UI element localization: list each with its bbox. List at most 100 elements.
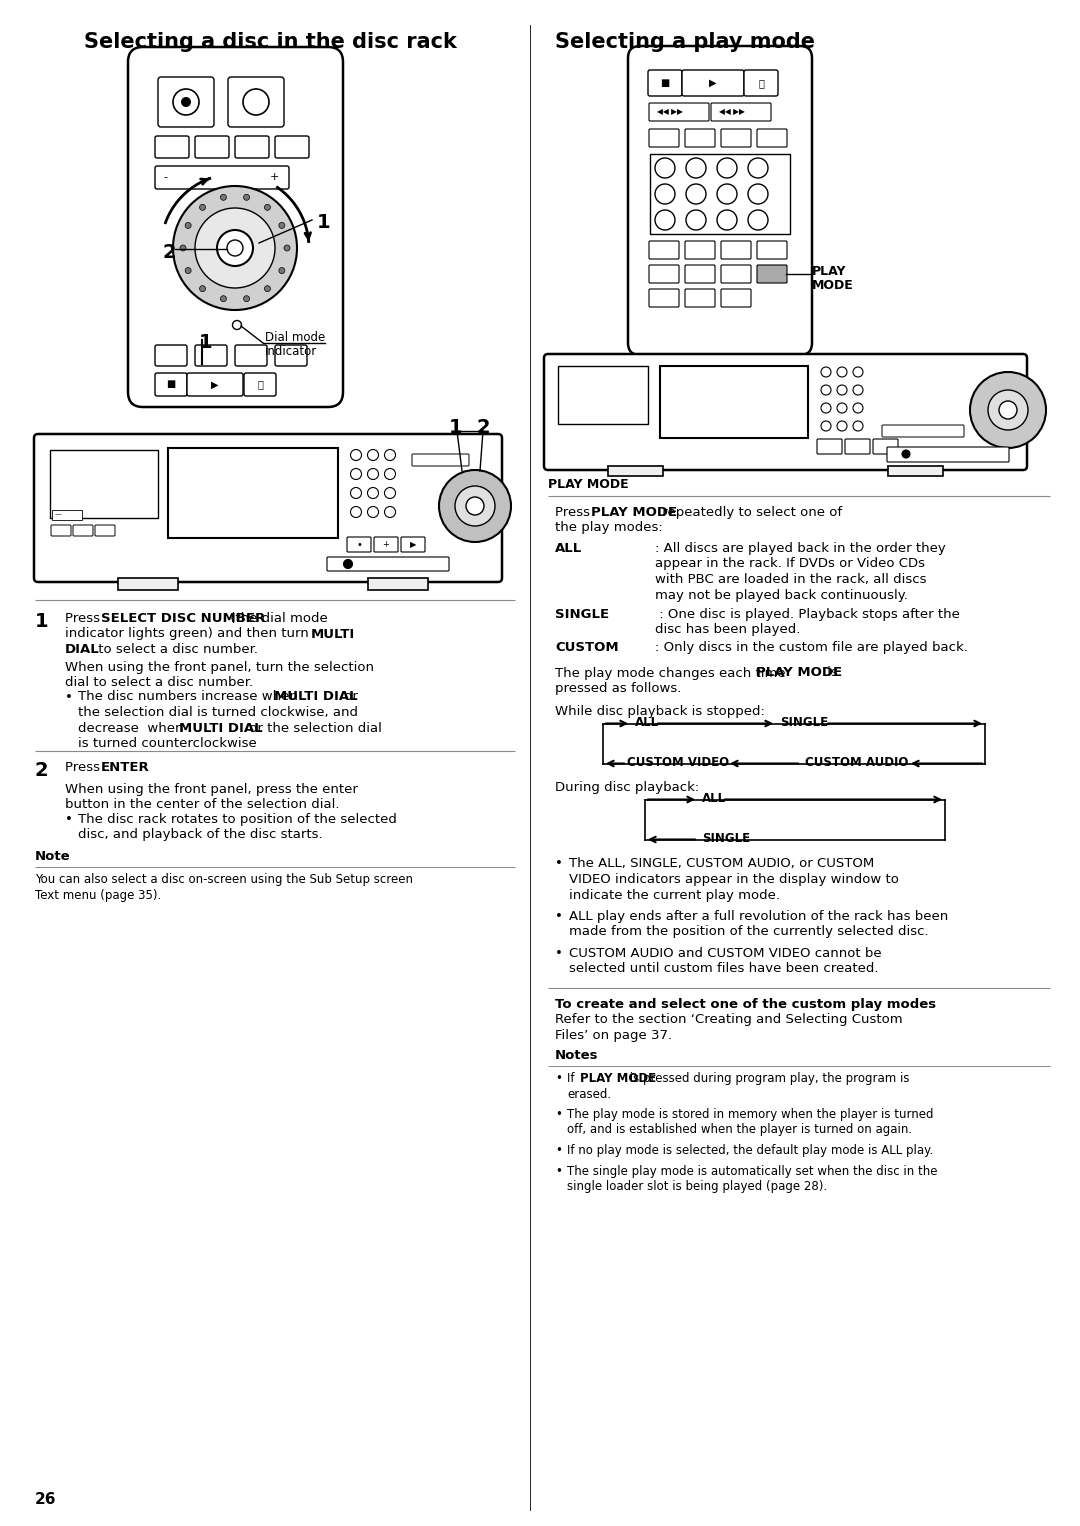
Text: ALL: ALL [635,716,659,728]
Circle shape [181,98,191,107]
Circle shape [351,450,362,461]
Text: •: • [65,812,72,826]
Circle shape [717,159,737,179]
Text: The disc rack rotates to position of the selected: The disc rack rotates to position of the… [78,812,396,826]
Text: single loader slot is being played (page 28).: single loader slot is being played (page… [567,1180,827,1193]
Text: You can also select a disc on-screen using the Sub Setup screen: You can also select a disc on-screen usi… [35,873,413,887]
FancyBboxPatch shape [757,266,787,282]
FancyBboxPatch shape [411,455,469,465]
FancyBboxPatch shape [401,537,426,552]
FancyBboxPatch shape [51,525,71,536]
Text: is turned counterclockwise: is turned counterclockwise [78,737,257,749]
Text: ▶: ▶ [212,380,219,389]
Text: •: • [555,1108,562,1122]
Text: 1: 1 [35,612,49,630]
Text: indicate the current play mode.: indicate the current play mode. [569,888,780,902]
FancyBboxPatch shape [649,130,679,146]
Bar [52,510,82,520]
Circle shape [384,450,395,461]
Text: Notes: Notes [555,1048,598,1062]
Circle shape [654,185,675,204]
Circle shape [717,185,737,204]
FancyBboxPatch shape [649,288,679,307]
Circle shape [265,204,270,211]
Text: disc has been played.: disc has been played. [654,624,800,636]
Text: •: • [555,948,563,960]
Text: +: + [382,540,390,549]
Circle shape [686,159,706,179]
Text: CUSTOM VIDEO: CUSTOM VIDEO [627,755,729,769]
Text: may not be played back continuously.: may not be played back continuously. [654,589,908,601]
Text: CUSTOM: CUSTOM [555,641,619,655]
Bar [888,465,943,476]
FancyBboxPatch shape [721,241,751,259]
Circle shape [200,204,205,211]
FancyBboxPatch shape [275,136,309,159]
Text: ■: ■ [660,78,670,89]
Circle shape [367,507,378,517]
Text: pressed as follows.: pressed as follows. [555,682,681,694]
Text: with PBC are loaded in the rack, all discs: with PBC are loaded in the rack, all dis… [654,572,927,586]
Circle shape [837,385,847,395]
Text: -: - [163,172,167,183]
Circle shape [227,240,243,256]
Circle shape [654,211,675,230]
Circle shape [220,194,227,200]
Text: ▶: ▶ [409,540,416,549]
Text: : One disc is played. Playback stops after the: : One disc is played. Playback stops aft… [654,607,960,621]
Text: •: • [555,1144,562,1157]
FancyBboxPatch shape [681,70,744,96]
Text: ⏸: ⏸ [758,78,764,89]
Text: While disc playback is stopped:: While disc playback is stopped: [555,705,765,719]
Circle shape [384,487,395,499]
FancyBboxPatch shape [228,76,284,127]
Circle shape [438,470,511,542]
Circle shape [180,246,186,250]
Circle shape [265,285,270,291]
Circle shape [244,194,249,200]
Bar [650,154,789,233]
Text: SINGLE: SINGLE [555,607,609,621]
FancyBboxPatch shape [873,439,897,455]
Text: made from the position of the currently selected disc.: made from the position of the currently … [569,925,929,938]
Text: PLAY MODE: PLAY MODE [581,1071,657,1085]
Text: 1: 1 [199,333,213,353]
Text: SINGLE: SINGLE [702,832,751,844]
Text: •: • [65,690,72,703]
Circle shape [821,403,831,414]
Circle shape [220,296,227,302]
Text: The play mode is stored in memory when the player is turned: The play mode is stored in memory when t… [567,1108,933,1122]
Text: repeatedly to select one of: repeatedly to select one of [658,507,842,519]
Text: •: • [555,909,563,923]
FancyBboxPatch shape [648,70,681,96]
Text: ALL: ALL [555,542,582,555]
Text: When using the front panel, turn the selection: When using the front panel, turn the sel… [65,661,374,674]
FancyBboxPatch shape [845,439,870,455]
Text: MULTI DIAL: MULTI DIAL [274,690,357,703]
Text: 1: 1 [318,214,330,232]
Text: MULTI: MULTI [311,627,355,641]
Text: 2: 2 [477,418,490,436]
Text: If: If [567,1071,578,1085]
Text: MODE: MODE [812,279,854,291]
FancyBboxPatch shape [711,102,771,121]
FancyBboxPatch shape [327,557,449,571]
Circle shape [837,421,847,430]
Text: —: — [55,511,62,517]
Text: Files’ on page 37.: Files’ on page 37. [555,1029,672,1042]
Circle shape [173,186,297,310]
Text: The single play mode is automatically set when the disc in the: The single play mode is automatically se… [567,1164,937,1178]
FancyBboxPatch shape [685,288,715,307]
Text: appear in the rack. If DVDs or Video CDs: appear in the rack. If DVDs or Video CDs [654,557,924,571]
Text: SINGLE: SINGLE [780,716,828,728]
Text: the selection dial is turned clockwise, and: the selection dial is turned clockwise, … [78,707,357,719]
Circle shape [837,403,847,414]
Circle shape [853,385,863,395]
Text: MULTI DIAL: MULTI DIAL [179,722,262,734]
Circle shape [343,560,352,569]
Circle shape [717,211,737,230]
Circle shape [351,487,362,499]
Text: indicator: indicator [265,345,318,359]
Circle shape [367,468,378,479]
Text: Selecting a disc in the disc rack: Selecting a disc in the disc rack [83,32,457,52]
